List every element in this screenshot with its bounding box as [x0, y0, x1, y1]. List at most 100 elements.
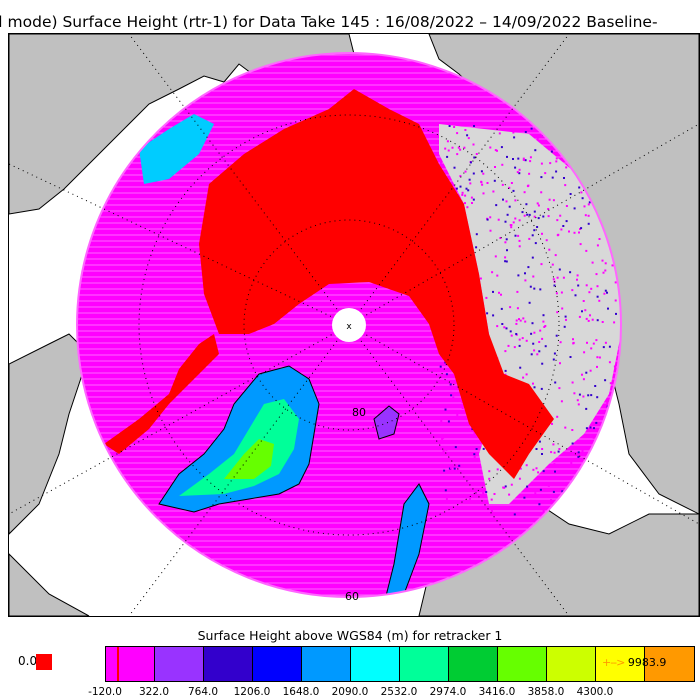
land-scandinavia	[9, 333, 90, 535]
scatter-point	[456, 413, 459, 416]
scatter-point	[526, 485, 529, 488]
scatter-point	[534, 149, 537, 152]
scatter-point	[492, 290, 494, 293]
scatter-point	[585, 371, 588, 374]
scatter-point	[608, 361, 611, 364]
scatter-point	[489, 146, 492, 149]
graticule-lat-70	[138, 114, 560, 536]
scatter-point	[491, 509, 493, 512]
scatter-point	[556, 311, 559, 314]
scatter-point	[508, 493, 511, 496]
scatter-point	[571, 381, 574, 384]
colorbar-tick-label: 322.0	[138, 686, 170, 698]
scatter-point	[533, 229, 536, 232]
scatter-point	[552, 199, 555, 202]
scatter-point	[539, 488, 542, 491]
scatter-point	[514, 199, 517, 202]
scatter-point	[453, 126, 456, 128]
scatter-point	[464, 170, 467, 173]
scatter-point	[579, 243, 582, 246]
scatter-point	[596, 295, 599, 298]
scatter-point	[482, 492, 485, 495]
scatter-point	[523, 191, 526, 194]
scatter-point	[536, 353, 539, 356]
scatter-point	[582, 395, 585, 398]
scatter-point	[596, 356, 599, 359]
scatter-point	[480, 170, 483, 173]
scatter-point	[538, 341, 541, 343]
scatter-point	[446, 140, 449, 143]
scatter-point	[585, 284, 588, 287]
scatter-point	[515, 319, 518, 322]
scatter-point	[448, 176, 451, 179]
scatter-point	[444, 489, 447, 492]
scatter-point	[530, 332, 533, 335]
scatter-point	[469, 498, 471, 501]
scatter-point	[565, 220, 568, 223]
scatter-point	[558, 387, 561, 390]
scatter-point	[518, 168, 521, 171]
polar-map-frame: x 80 60	[8, 33, 700, 617]
scatter-point	[594, 385, 597, 387]
scatter-point	[518, 338, 521, 341]
scatter-point	[542, 320, 545, 323]
scatter-point	[464, 129, 467, 131]
scatter-point	[448, 467, 451, 470]
scatter-point	[509, 330, 512, 333]
scatter-point	[543, 326, 546, 328]
latitude-label-60: 60	[345, 590, 359, 603]
scatter-point	[527, 184, 530, 187]
scatter-point	[541, 337, 544, 340]
scatter-point	[569, 193, 572, 195]
scatter-point	[582, 378, 585, 381]
scatter-point	[606, 291, 608, 294]
scatter-point	[554, 254, 557, 257]
scatter-point	[604, 289, 607, 292]
scatter-point	[450, 394, 453, 397]
scatter-point	[524, 279, 527, 282]
scatter-point	[455, 187, 458, 190]
scatter-point	[611, 264, 614, 267]
scatter-point	[598, 238, 601, 240]
scatter-point	[451, 146, 454, 149]
scatter-point	[615, 312, 617, 315]
scatter-point	[522, 317, 525, 320]
scatter-point	[469, 182, 472, 185]
scatter-point	[538, 503, 541, 506]
colorbar-segment	[498, 647, 547, 681]
scatter-point	[506, 213, 509, 216]
scatter-point	[528, 172, 531, 175]
map-title-text: ll mode) Surface Height (rtr-1) for Data…	[0, 13, 658, 31]
scatter-point	[604, 262, 607, 265]
scatter-point	[592, 342, 595, 345]
scatter-point	[494, 255, 497, 258]
graticule-meridian-5	[128, 324, 350, 616]
scatter-point	[598, 356, 601, 359]
scatter-point	[522, 376, 525, 379]
scatter-point	[555, 160, 558, 163]
scatter-point	[515, 333, 518, 335]
ocean-height-red-west	[104, 334, 219, 454]
scatter-point	[494, 166, 496, 168]
greenland-high-interior	[179, 399, 299, 496]
colorbar-segment	[204, 647, 253, 681]
scatter-point	[595, 339, 598, 342]
scatter-point	[550, 499, 552, 501]
scatter-point	[556, 276, 559, 279]
scatter-point	[574, 294, 577, 297]
scatter-point	[453, 166, 456, 169]
scatter-point	[486, 312, 489, 315]
scatter-point	[467, 189, 470, 192]
scatter-point	[461, 407, 464, 409]
scatter-point	[507, 344, 510, 347]
scatter-point	[561, 490, 564, 493]
graticule-meridian-1	[128, 34, 350, 326]
scatter-point	[604, 379, 607, 382]
scatter-point	[526, 213, 529, 216]
pole-hole	[332, 308, 366, 342]
scatter-point	[488, 477, 491, 480]
scatter-point	[450, 468, 453, 471]
scatter-point	[448, 125, 451, 127]
scatter-point	[501, 163, 504, 166]
scatter-point	[490, 498, 493, 501]
